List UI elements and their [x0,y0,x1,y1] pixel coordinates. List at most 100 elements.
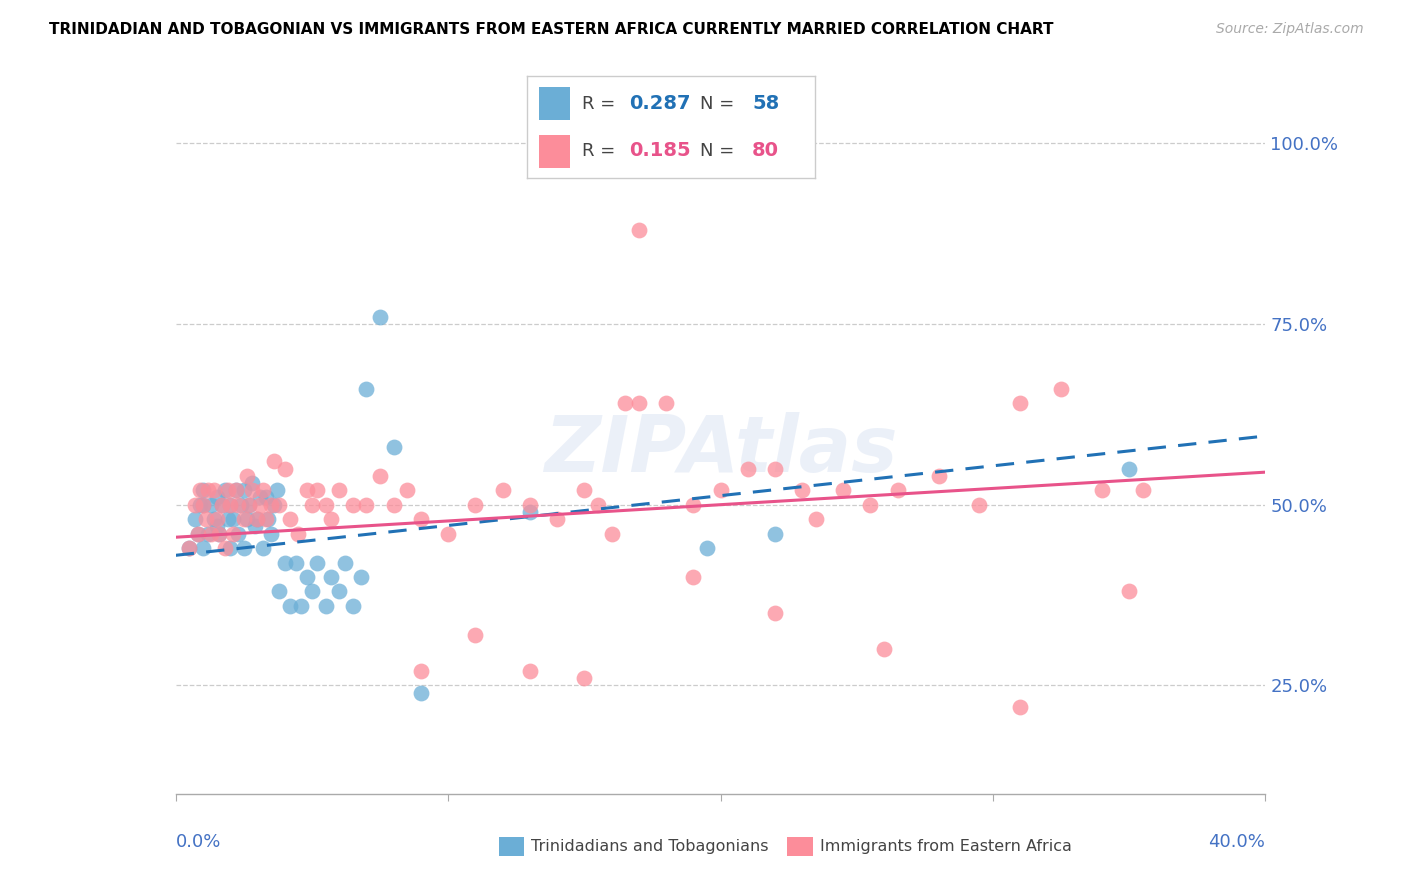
Point [301,498,323,512]
Point [832,483,855,498]
Point [763,461,786,475]
Text: 0.185: 0.185 [630,141,692,161]
Point [260,526,283,541]
Point [217,512,239,526]
Point [254,512,277,526]
Point [356,498,378,512]
Point [290,599,312,613]
Point [191,483,214,498]
Point [342,599,364,613]
Point [194,512,217,526]
Point [211,498,233,512]
Point [287,526,309,541]
Point [328,584,350,599]
Point [519,505,541,519]
Text: ZIPAtlas: ZIPAtlas [544,412,897,489]
Point [232,483,254,498]
Point [184,512,207,526]
Point [219,541,242,555]
Point [211,498,233,512]
Point [464,498,486,512]
Point [235,468,257,483]
Text: Immigrants from Eastern Africa: Immigrants from Eastern Africa [820,839,1071,854]
Point [186,526,209,541]
Point [1118,461,1140,475]
Point [249,498,271,512]
Bar [538,87,571,120]
Point [205,512,228,526]
Point [205,491,228,505]
Point [763,526,786,541]
Point [682,570,704,584]
Point [208,526,231,541]
Point [278,599,301,613]
Point [382,498,405,512]
Point [792,483,814,498]
Point [1050,382,1073,396]
Point [179,541,201,555]
Point [328,483,350,498]
Point [873,642,896,657]
Point [333,556,356,570]
Point [356,382,378,396]
Point [409,686,432,700]
Point [235,512,257,526]
Point [696,541,718,555]
Point [214,483,236,498]
Point [307,483,329,498]
Point [295,483,318,498]
Point [928,468,950,483]
Point [319,570,342,584]
Point [710,483,733,498]
Point [1010,700,1032,714]
Point [368,310,391,324]
Point [225,483,247,498]
Point [342,498,364,512]
Point [240,483,263,498]
Point [219,498,242,512]
Point [197,526,219,541]
Point [574,671,596,685]
Point [191,541,214,555]
Point [274,461,297,475]
Point [240,475,263,490]
Point [350,570,373,584]
Text: R =: R = [582,142,621,160]
Bar [538,136,571,168]
Point [246,512,269,526]
Text: 58: 58 [752,94,779,113]
Point [231,498,253,512]
Point [263,498,285,512]
Point [232,541,254,555]
Point [214,541,236,555]
Point [228,526,250,541]
Point [464,628,486,642]
Text: 0.287: 0.287 [630,94,692,113]
Point [179,541,201,555]
Point [191,498,214,512]
Point [763,606,786,620]
Point [197,483,219,498]
Point [614,396,637,410]
Point [219,498,242,512]
Point [188,498,211,512]
Point [368,468,391,483]
Point [217,483,239,498]
Text: N =: N = [700,95,740,112]
Point [519,664,541,678]
Point [186,526,209,541]
Point [238,498,260,512]
Point [238,498,260,512]
Point [1010,396,1032,410]
Point [252,483,274,498]
Point [249,491,271,505]
Point [232,512,254,526]
Point [682,498,704,512]
Point [184,498,207,512]
Point [202,512,225,526]
Point [627,396,650,410]
Point [243,519,266,533]
Text: Trinidadians and Tobagonians: Trinidadians and Tobagonians [531,839,769,854]
Point [1118,584,1140,599]
Text: TRINIDADIAN AND TOBAGONIAN VS IMMIGRANTS FROM EASTERN AFRICA CURRENTLY MARRIED C: TRINIDADIAN AND TOBAGONIAN VS IMMIGRANTS… [49,22,1053,37]
